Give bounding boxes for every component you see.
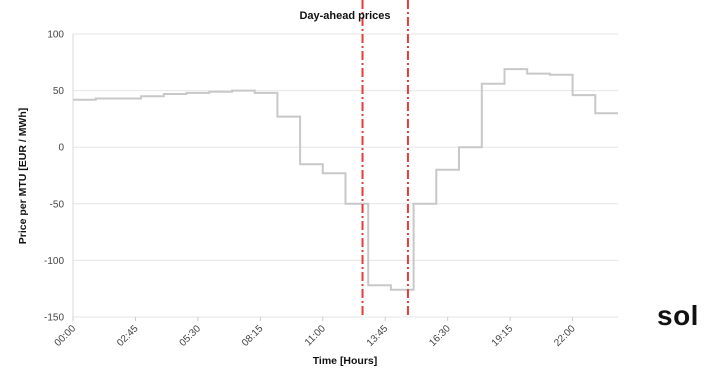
y-axis-label: Price per MTU [EUR / MWh] bbox=[17, 108, 29, 245]
series-step-line bbox=[73, 68, 618, 291]
x-tick-label: 22:00 bbox=[552, 323, 578, 349]
y-tick-label: -100 bbox=[44, 256, 64, 267]
y-tick-label: -50 bbox=[50, 199, 65, 210]
y-tick-label: 100 bbox=[47, 30, 64, 41]
highlight-lines bbox=[361, 0, 409, 317]
x-tick-label: 16:30 bbox=[427, 323, 453, 349]
x-tick-label: 08:15 bbox=[240, 323, 266, 349]
x-tick-label: 19:15 bbox=[490, 323, 516, 349]
series-group bbox=[73, 68, 618, 291]
y-tick-label: -150 bbox=[44, 313, 64, 324]
brand-logo-text: sol bbox=[657, 300, 699, 331]
x-tick-label: 02:45 bbox=[115, 323, 141, 349]
x-tick-label: 11:00 bbox=[303, 323, 328, 348]
x-axis-label: Time [Hours] bbox=[313, 355, 378, 367]
chart-title: Day-ahead prices bbox=[299, 10, 390, 22]
y-tick-label: 0 bbox=[58, 143, 64, 154]
grid-lines bbox=[72, 33, 618, 318]
y-tick-label: 50 bbox=[53, 86, 65, 97]
x-tick-label: 13:45 bbox=[365, 323, 391, 349]
x-tick-label: 00:00 bbox=[53, 323, 79, 349]
x-tick-label: 05:30 bbox=[178, 323, 204, 349]
